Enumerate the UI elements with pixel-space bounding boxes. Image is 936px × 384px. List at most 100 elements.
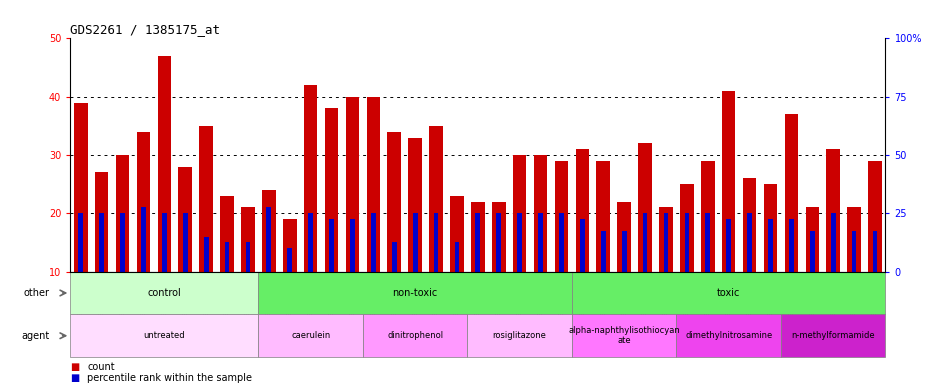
Bar: [534, 155, 547, 271]
Bar: [676, 314, 780, 357]
Bar: [705, 213, 709, 271]
Text: agent: agent: [22, 331, 50, 341]
Bar: [680, 184, 693, 271]
Bar: [220, 196, 234, 271]
Bar: [429, 126, 443, 271]
Bar: [868, 161, 881, 271]
Text: dinitrophenol: dinitrophenol: [387, 331, 443, 340]
Text: percentile rank within the sample: percentile rank within the sample: [87, 373, 252, 383]
Bar: [780, 314, 885, 357]
Bar: [617, 202, 630, 271]
Bar: [846, 207, 860, 271]
Bar: [303, 85, 317, 271]
Text: other: other: [23, 288, 50, 298]
Bar: [642, 213, 647, 271]
Text: non-toxic: non-toxic: [392, 288, 437, 298]
Bar: [721, 91, 735, 271]
Bar: [199, 126, 212, 271]
Bar: [371, 213, 375, 271]
Bar: [725, 219, 730, 271]
Text: n-methylformamide: n-methylformamide: [791, 331, 874, 340]
Bar: [830, 213, 835, 271]
Bar: [345, 97, 358, 271]
Bar: [559, 213, 563, 271]
Bar: [362, 314, 467, 357]
Bar: [162, 213, 167, 271]
Bar: [258, 271, 571, 314]
Bar: [287, 248, 292, 271]
Bar: [554, 161, 567, 271]
Bar: [700, 161, 714, 271]
Bar: [157, 56, 171, 271]
Bar: [600, 231, 605, 271]
Bar: [74, 103, 87, 271]
Bar: [663, 213, 667, 271]
Text: count: count: [87, 362, 114, 372]
Text: dimethylnitrosamine: dimethylnitrosamine: [684, 331, 771, 340]
Bar: [805, 207, 818, 271]
Bar: [388, 132, 401, 271]
Bar: [763, 184, 777, 271]
Bar: [454, 242, 459, 271]
Bar: [413, 213, 417, 271]
Bar: [366, 97, 380, 271]
Bar: [571, 271, 885, 314]
Text: toxic: toxic: [716, 288, 739, 298]
Bar: [137, 132, 150, 271]
Bar: [203, 237, 209, 271]
Bar: [471, 202, 484, 271]
Bar: [788, 219, 793, 271]
Bar: [325, 108, 338, 271]
Bar: [496, 213, 501, 271]
Bar: [266, 207, 271, 271]
Bar: [826, 149, 839, 271]
Bar: [408, 137, 421, 271]
Bar: [491, 202, 505, 271]
Bar: [116, 155, 129, 271]
Bar: [684, 213, 689, 271]
Bar: [95, 172, 109, 271]
Bar: [467, 314, 571, 357]
Bar: [449, 196, 463, 271]
Bar: [70, 271, 258, 314]
Bar: [391, 242, 396, 271]
Bar: [262, 190, 275, 271]
Bar: [433, 213, 438, 271]
Bar: [141, 207, 146, 271]
Bar: [79, 213, 83, 271]
Bar: [517, 213, 521, 271]
Text: alpha-naphthylisothiocyan
ate: alpha-naphthylisothiocyan ate: [568, 326, 680, 346]
Bar: [99, 213, 104, 271]
Bar: [178, 167, 192, 271]
Bar: [70, 314, 258, 357]
Bar: [637, 143, 651, 271]
Bar: [596, 161, 609, 271]
Bar: [245, 242, 250, 271]
Text: GDS2261 / 1385175_at: GDS2261 / 1385175_at: [70, 23, 220, 36]
Text: ■: ■: [70, 362, 80, 372]
Bar: [575, 149, 589, 271]
Bar: [308, 213, 313, 271]
Bar: [768, 219, 772, 271]
Bar: [746, 213, 752, 271]
Bar: [659, 207, 672, 271]
Bar: [350, 219, 355, 271]
Bar: [241, 207, 255, 271]
Bar: [225, 242, 229, 271]
Text: control: control: [147, 288, 181, 298]
Bar: [475, 213, 480, 271]
Bar: [258, 314, 362, 357]
Bar: [571, 314, 676, 357]
Text: ■: ■: [70, 373, 80, 383]
Bar: [579, 219, 584, 271]
Text: rosiglitazone: rosiglitazone: [492, 331, 546, 340]
Text: untreated: untreated: [143, 331, 185, 340]
Bar: [742, 178, 755, 271]
Bar: [120, 213, 124, 271]
Bar: [851, 231, 856, 271]
Bar: [783, 114, 797, 271]
Bar: [622, 231, 626, 271]
Bar: [512, 155, 526, 271]
Bar: [537, 213, 542, 271]
Bar: [809, 231, 813, 271]
